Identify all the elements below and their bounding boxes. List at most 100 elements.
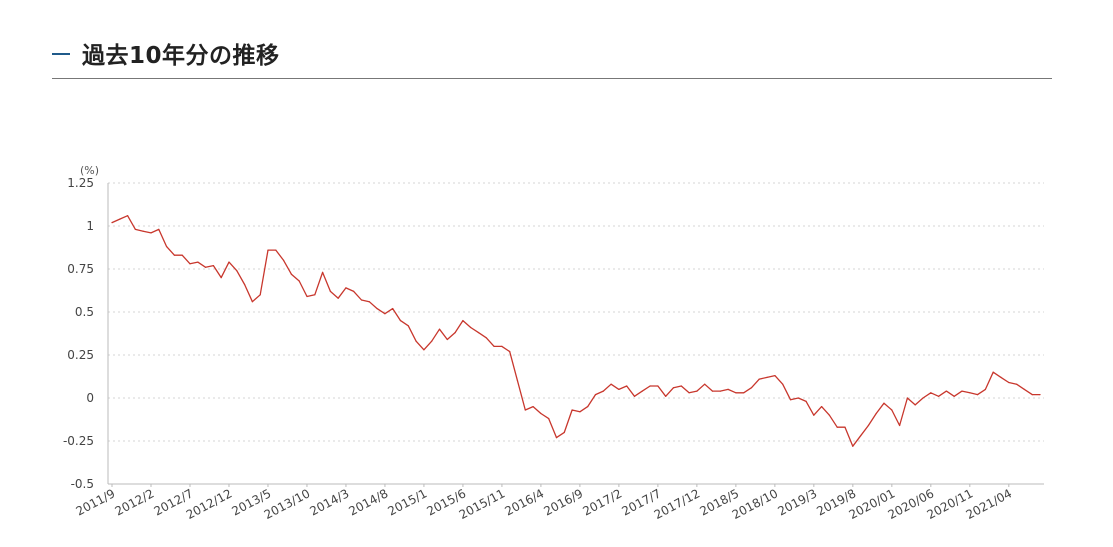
data-point <box>563 431 565 433</box>
data-point <box>828 414 831 416</box>
data-point <box>875 412 877 415</box>
data-point <box>548 418 550 420</box>
data-point <box>735 392 737 394</box>
data-point <box>181 254 183 256</box>
data-point <box>719 390 721 392</box>
data-point <box>743 392 745 394</box>
data-point <box>368 301 370 303</box>
data-point <box>205 266 207 268</box>
data-point <box>493 345 495 347</box>
x-tick-label: 2014/8 <box>347 486 391 518</box>
data-point <box>314 294 316 296</box>
data-point <box>774 375 776 377</box>
data-point <box>945 390 948 392</box>
data-point <box>571 409 573 411</box>
data-point <box>587 406 589 408</box>
data-point <box>649 385 651 387</box>
data-point <box>158 228 160 230</box>
data-point <box>883 402 885 404</box>
data-point <box>969 392 971 394</box>
data-point <box>555 437 558 439</box>
data-point <box>805 400 807 402</box>
x-tick-label: 2014/3 <box>308 486 352 518</box>
data-point <box>579 411 581 413</box>
data-point <box>797 397 799 399</box>
section-title: 過去10年分の推移 <box>52 36 280 70</box>
y-tick-label: -0.25 <box>63 434 94 448</box>
y-axis-unit-label: (%) <box>80 164 99 177</box>
data-point <box>415 340 417 342</box>
data-point <box>540 412 542 415</box>
data-point <box>844 426 846 428</box>
data-point <box>353 290 355 292</box>
data-point <box>836 426 838 428</box>
data-point <box>977 394 979 396</box>
data-point <box>688 392 690 394</box>
data-point <box>984 388 987 390</box>
data-point <box>813 414 815 416</box>
series-line <box>111 215 1040 447</box>
data-point <box>462 320 464 322</box>
x-tick-label: 2012/2 <box>113 486 157 518</box>
series-layer <box>111 215 1041 447</box>
data-point <box>119 218 121 220</box>
data-point <box>516 380 519 382</box>
y-tick-label: 0.75 <box>67 262 94 276</box>
data-point <box>953 395 955 397</box>
data-point <box>360 299 363 301</box>
data-point <box>438 328 441 330</box>
data-point <box>532 406 534 408</box>
data-point <box>236 270 238 272</box>
x-tick-label: 2017/2 <box>580 486 624 518</box>
data-point <box>431 340 433 342</box>
data-point <box>758 378 760 380</box>
y-tick-labels: 1.25 1 0.75 0.5 0.25 0 -0.25 -0.5 <box>63 176 94 491</box>
data-point <box>704 383 706 385</box>
data-point <box>766 376 768 378</box>
data-point <box>657 385 659 387</box>
data-point <box>322 271 324 273</box>
x-tick-labels: 2011/92012/22012/72012/122013/52013/1020… <box>74 486 1015 522</box>
data-point <box>852 445 854 447</box>
data-point <box>345 287 347 289</box>
data-point <box>384 313 386 315</box>
data-point <box>727 388 729 390</box>
data-point <box>1023 388 1025 390</box>
data-point <box>961 390 963 392</box>
data-point <box>477 332 480 334</box>
data-point <box>922 397 924 399</box>
data-point <box>142 230 144 232</box>
data-point <box>220 277 222 279</box>
data-point <box>750 387 753 389</box>
data-point <box>789 399 792 401</box>
data-point <box>1008 381 1010 384</box>
data-point <box>337 297 339 299</box>
data-point <box>891 409 893 411</box>
data-point <box>633 395 636 397</box>
data-point <box>454 332 456 334</box>
data-point <box>446 338 448 341</box>
data-point <box>821 406 823 408</box>
data-point <box>906 397 909 399</box>
y-tick-label: 0 <box>86 391 94 405</box>
data-point <box>696 390 698 392</box>
data-point <box>711 390 714 392</box>
data-point <box>329 290 331 292</box>
data-point <box>166 246 168 248</box>
section-header: 過去10年分の推移 <box>52 28 1052 79</box>
data-point <box>860 435 862 437</box>
y-tick-label: -0.5 <box>71 477 94 491</box>
data-point <box>680 385 682 387</box>
data-point <box>930 392 932 394</box>
data-point <box>867 424 870 427</box>
y-tick-label: 1.25 <box>67 176 94 190</box>
data-point <box>1039 394 1041 396</box>
data-point <box>376 308 378 310</box>
data-point <box>259 294 261 296</box>
x-tick-label: 2019/3 <box>775 486 819 518</box>
data-point <box>407 325 409 327</box>
data-point <box>127 215 129 217</box>
data-point <box>392 308 394 310</box>
data-point <box>173 254 175 256</box>
